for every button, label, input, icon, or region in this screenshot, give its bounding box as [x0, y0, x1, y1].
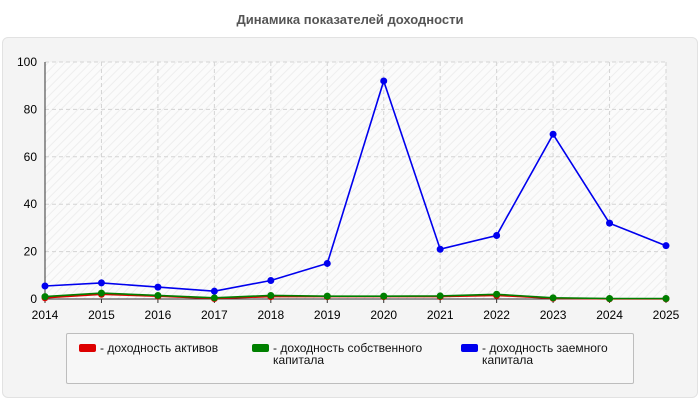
x-tick-label: 2023	[540, 308, 567, 322]
x-tick-label: 2021	[427, 308, 454, 322]
series-line-2	[44, 78, 667, 293]
data-point	[97, 289, 105, 297]
tick-labels: 0 20 40 60 80 100 2014 2015 2016 2017 2018 2019 2020…	[17, 55, 680, 322]
data-point	[380, 77, 388, 85]
data-point	[436, 292, 444, 300]
legend-swatch-equity	[252, 344, 269, 352]
data-point	[662, 295, 670, 303]
x-tick-label: 2014	[32, 308, 59, 322]
data-point	[323, 292, 331, 300]
series-group	[41, 77, 670, 303]
data-point	[323, 259, 331, 267]
data-point	[154, 283, 162, 291]
series-line-1	[44, 292, 666, 300]
legend-label-debt: - доходность заемного капитала	[482, 341, 608, 367]
data-point	[41, 282, 49, 290]
y-tick-label: 80	[24, 102, 38, 116]
x-tick-label: 2017	[201, 308, 228, 322]
data-point	[41, 293, 49, 301]
y-tick-label: 0	[30, 292, 37, 306]
data-point	[267, 291, 275, 299]
data-point	[606, 219, 614, 227]
x-tick-label: 2024	[596, 308, 623, 322]
data-point	[267, 277, 275, 285]
y-tick-label: 100	[17, 55, 37, 69]
data-point	[493, 231, 501, 239]
chart-title: Динамика показателей доходности	[236, 12, 464, 27]
x-tick-label: 2016	[145, 308, 172, 322]
data-point	[493, 290, 501, 298]
data-point	[436, 245, 444, 253]
data-point	[662, 242, 670, 250]
x-tick-label: 2022	[483, 308, 510, 322]
data-point	[606, 295, 614, 303]
legend-label-equity: - доходность собственного капитала	[273, 341, 423, 367]
data-point	[210, 287, 218, 295]
x-tick-label: 2025	[653, 308, 680, 322]
legend-swatch-assets	[79, 344, 96, 352]
legend: - доходность активов - доходность собств…	[66, 333, 634, 384]
y-tick-label: 20	[24, 245, 38, 259]
data-point	[210, 294, 218, 302]
x-tick-label: 2019	[314, 308, 341, 322]
plot-area	[45, 62, 666, 299]
grid-lines	[45, 61, 667, 299]
data-point	[380, 292, 388, 300]
x-tick-label: 2020	[370, 308, 397, 322]
y-tick-label: 60	[24, 150, 38, 164]
data-point	[154, 291, 162, 299]
data-point	[97, 279, 105, 287]
data-point	[549, 294, 557, 302]
y-tick-label: 40	[24, 197, 38, 211]
x-tick-label: 2015	[88, 308, 115, 322]
legend-label-assets: - доходность активов	[100, 341, 219, 355]
x-tick-label: 2018	[257, 308, 284, 322]
data-point	[549, 130, 557, 138]
legend-swatch-debt	[461, 344, 478, 352]
